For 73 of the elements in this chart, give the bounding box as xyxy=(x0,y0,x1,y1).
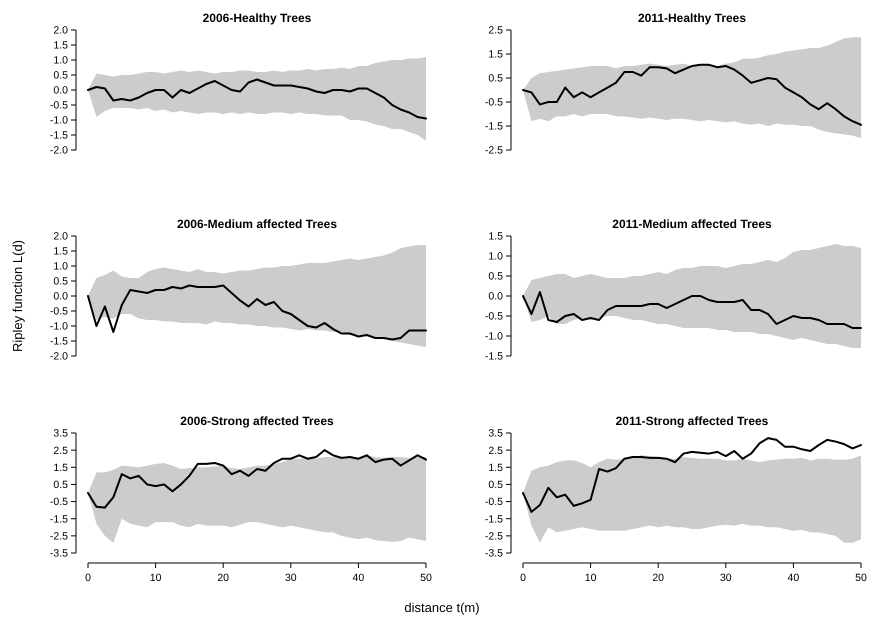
y-tick-label: 0.5 xyxy=(488,270,504,283)
y-tick-label: 0.5 xyxy=(53,276,68,288)
line-series xyxy=(522,437,862,513)
x-tick-label: 50 xyxy=(420,572,432,584)
y-tick-label: -0.5 xyxy=(50,306,68,318)
y-tick-label: 0.5 xyxy=(53,70,68,82)
y-tick-label: -1.5 xyxy=(484,350,504,363)
x-tick-label: 0 xyxy=(520,572,526,584)
x-tick-label: 0 xyxy=(85,572,92,584)
y-tick-label: 0.5 xyxy=(488,479,504,492)
line-series xyxy=(522,291,862,329)
chart-title: 2011-Medium affected Trees xyxy=(612,217,772,231)
y-tick-label: -1.0 xyxy=(50,320,68,333)
y-tick-label: -2.5 xyxy=(484,530,504,543)
y-tick-label: -1.0 xyxy=(484,330,504,343)
y-tick-label: -3.5 xyxy=(50,548,68,560)
y-tick-label: 3.5 xyxy=(488,428,504,440)
line-series xyxy=(87,449,427,509)
line-series xyxy=(87,78,427,120)
y-tick-label: 2.0 xyxy=(53,24,68,37)
line-series xyxy=(522,64,862,126)
y-tick-label: 2.5 xyxy=(488,24,504,37)
y-tick-label: -0.5 xyxy=(484,310,504,323)
line-series xyxy=(87,284,427,340)
x-tick-label: 20 xyxy=(652,572,664,584)
y-tick-label: 1.5 xyxy=(488,230,504,243)
y-tick-label: -2.0 xyxy=(50,350,68,363)
chart-title: 2006-Medium affected Trees xyxy=(176,217,338,231)
y-tick-label: -1.5 xyxy=(50,130,68,142)
y-tick-label: 1.0 xyxy=(53,260,68,273)
y-tick-label: 0.0 xyxy=(53,290,68,303)
y-tick-label: 0.5 xyxy=(53,479,68,492)
y-tick-label: -1.0 xyxy=(50,114,68,127)
chart-title: 2006-Healthy Trees xyxy=(202,11,312,25)
x-tick-label: 20 xyxy=(217,572,230,584)
y-tick-label: 1.5 xyxy=(488,462,504,474)
y-tick-label: -3.5 xyxy=(484,548,504,560)
y-tick-label: 2.5 xyxy=(53,444,68,457)
y-tick-label: 2.0 xyxy=(53,230,68,243)
chart-title: 2011-Strong affected Trees xyxy=(616,414,769,428)
x-tick-label: 30 xyxy=(720,572,732,584)
y-tick-label: -1.5 xyxy=(484,513,504,526)
y-tick-label: 3.5 xyxy=(53,428,68,440)
x-tick-label: 30 xyxy=(284,572,297,584)
y-tick-label: -0.5 xyxy=(50,496,68,508)
y-axis-title: Ripley function L(d) xyxy=(10,240,25,352)
y-tick-label: 1.5 xyxy=(53,246,68,258)
y-tick-label: -0.5 xyxy=(50,100,68,112)
y-tick-label: -0.5 xyxy=(484,496,504,508)
y-tick-label: -2.5 xyxy=(484,144,504,157)
x-tick-label: 50 xyxy=(855,572,867,584)
x-tick-label: 10 xyxy=(150,572,162,584)
x-tick-label: 40 xyxy=(788,572,800,584)
y-tick-label: 2.5 xyxy=(488,444,504,457)
y-tick-label: 1.5 xyxy=(488,48,504,61)
x-axis-title: distance t(m) xyxy=(404,600,480,615)
y-tick-label: 1.5 xyxy=(53,40,68,52)
y-tick-label: 1.5 xyxy=(53,462,68,474)
y-tick-label: -2.5 xyxy=(50,530,68,543)
y-tick-label: -1.5 xyxy=(50,513,68,526)
y-tick-label: -2.0 xyxy=(50,144,68,157)
y-tick-label: 1.0 xyxy=(53,54,68,67)
y-tick-label: 1.0 xyxy=(488,250,504,263)
y-tick-label: 0.0 xyxy=(488,290,504,303)
y-tick-label: 0.0 xyxy=(53,84,68,97)
x-tick-label: 40 xyxy=(352,572,364,584)
y-tick-label: -1.5 xyxy=(50,336,68,348)
y-tick-label: -0.5 xyxy=(484,96,504,109)
chart-title: 2011-Healthy Trees xyxy=(638,11,746,25)
y-tick-label: -1.5 xyxy=(484,120,504,133)
chart-title: 2006-Strong affected Trees xyxy=(180,414,334,428)
y-tick-label: 0.5 xyxy=(488,72,504,85)
x-tick-label: 10 xyxy=(584,572,597,584)
